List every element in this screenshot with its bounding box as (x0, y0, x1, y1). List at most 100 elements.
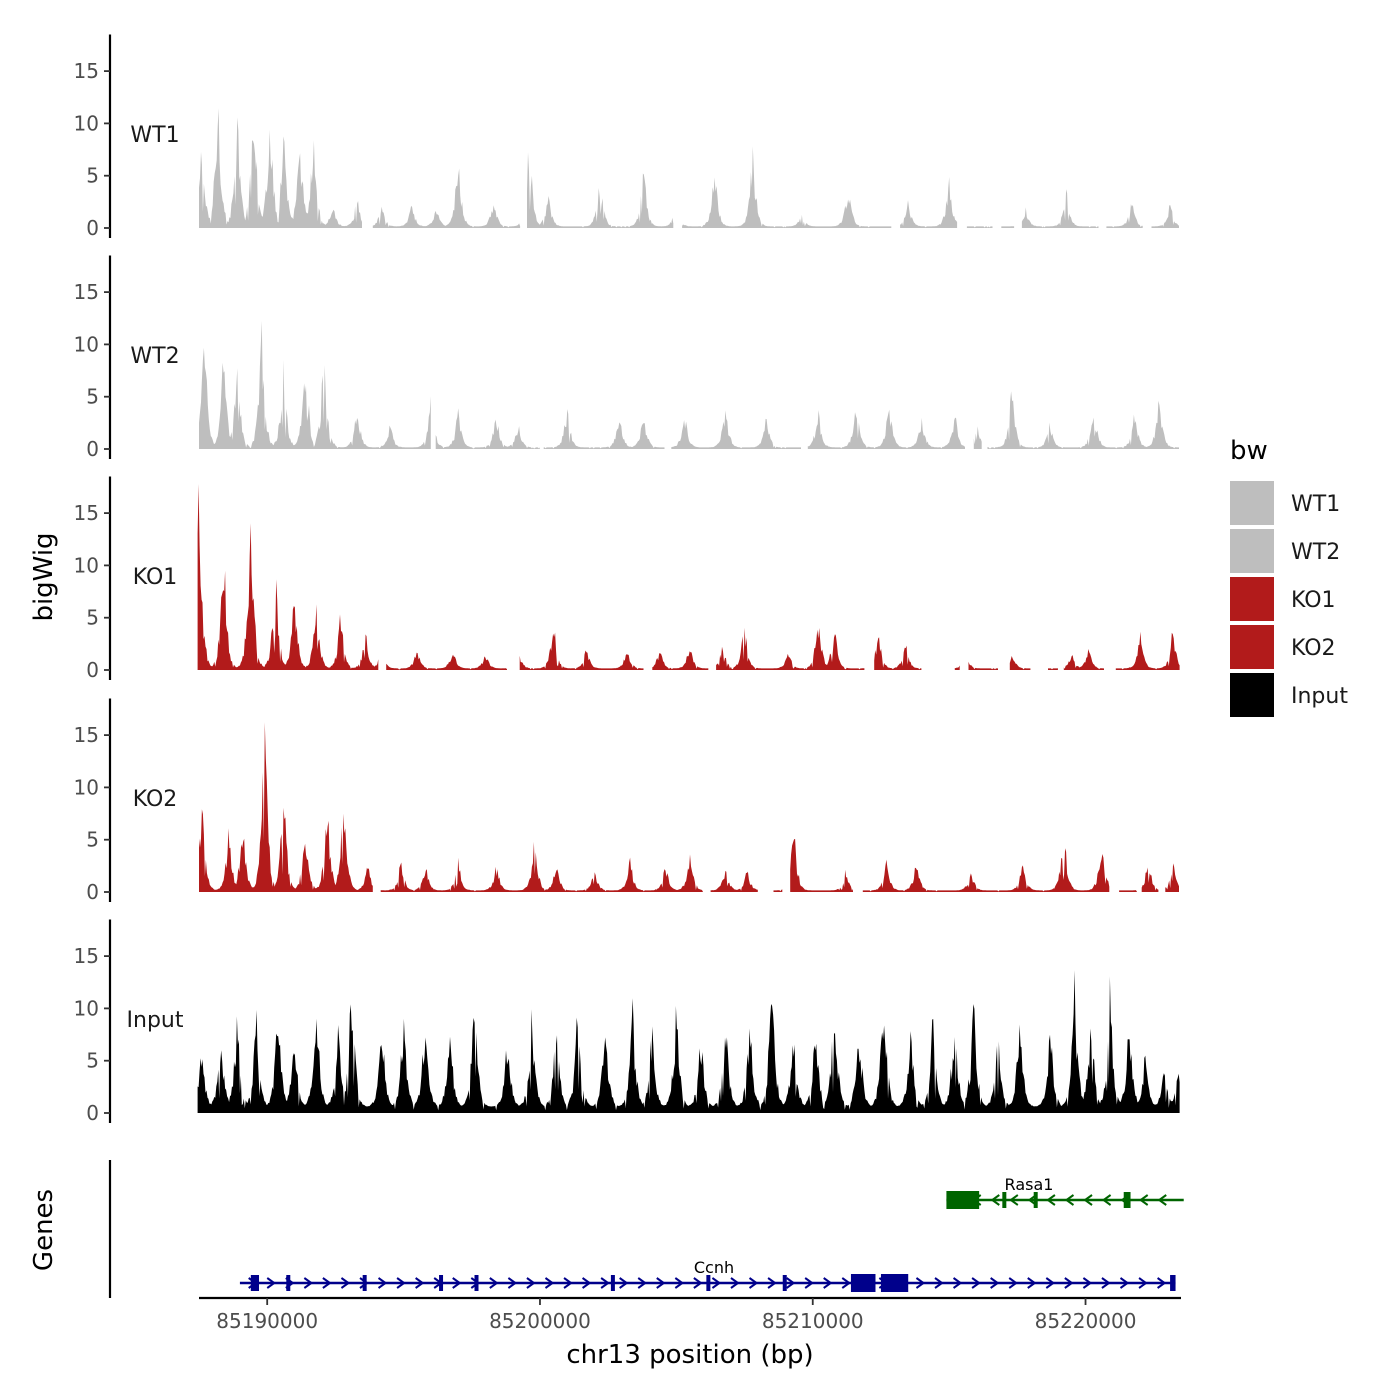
legend-item-ko1: KO1 (1230, 577, 1336, 621)
strand-arrow (452, 1277, 462, 1289)
gene-exon (474, 1275, 479, 1291)
track-wt2: 0 5 10 15 WT2 (74, 255, 1179, 461)
strand-arrow (526, 1277, 536, 1289)
strand-arrow (748, 1277, 759, 1289)
y-tick-label: 15 (74, 280, 99, 304)
signal-area-wt2 (973, 426, 982, 449)
strand-arrow (656, 1277, 666, 1289)
gene-exon (1170, 1275, 1176, 1291)
legend-key (1230, 529, 1274, 573)
x-tick-label: 85220000 (1035, 1309, 1137, 1333)
gene-rasa1: Rasa1 (946, 1175, 1184, 1209)
signal-area-ko2 (710, 870, 758, 892)
strand-arrow (1064, 1277, 1074, 1289)
gene-exon (610, 1275, 615, 1291)
strand-arrow (266, 1277, 276, 1289)
y-tick-label: 10 (74, 332, 99, 356)
y-tick-label: 15 (74, 59, 99, 83)
x-axis-title: chr13 position (bp) (566, 1340, 813, 1370)
y-tick-label: 0 (86, 880, 99, 904)
x-tick-label: 85190000 (216, 1309, 318, 1333)
signal-area-ko1 (1048, 668, 1058, 670)
y-tick-label: 15 (74, 501, 99, 525)
x-tick-label: 85200000 (489, 1309, 591, 1333)
signal-area-wt1 (682, 146, 892, 228)
y-tick-label: 0 (86, 216, 99, 240)
strand-arrow (637, 1277, 647, 1289)
legend-key (1230, 673, 1274, 717)
legend-label: KO1 (1291, 588, 1336, 613)
legend-title: bw (1230, 436, 1268, 466)
signal-area-wt1 (527, 152, 674, 228)
gene-exon (1002, 1192, 1007, 1208)
y-axis-title: bigWig (29, 532, 59, 621)
strand-arrow (600, 1277, 610, 1289)
strand-arrow (322, 1277, 332, 1289)
strand-arrow (1046, 1194, 1056, 1206)
legend-label: WT1 (1291, 492, 1340, 517)
strand-arrow (971, 1277, 981, 1289)
strand-arrow (1064, 1194, 1075, 1206)
y-tick-label: 10 (74, 775, 99, 799)
signal-area-wt2 (807, 409, 965, 449)
strand-arrow (711, 1277, 722, 1289)
signal-area-ko1 (1063, 649, 1104, 670)
strand-arrow (1157, 1277, 1167, 1289)
strand-arrow (507, 1277, 518, 1289)
strand-arrow (1008, 1277, 1018, 1289)
signal-area-ko1 (716, 627, 865, 670)
strand-arrow (693, 1277, 703, 1289)
y-tick-label: 5 (86, 606, 99, 630)
y-tick-label: 10 (74, 553, 99, 577)
legend-item-ko2: KO2 (1230, 625, 1336, 669)
signal-area-wt2 (543, 409, 665, 449)
signal-area-ko1 (197, 484, 379, 670)
strand-arrow (1138, 1194, 1149, 1206)
legend-label: WT2 (1291, 540, 1340, 565)
gene-exon (880, 1274, 909, 1292)
signal-area-wt2 (435, 408, 540, 449)
legend-item-wt2: WT2 (1230, 529, 1340, 573)
signal-area-ko2 (199, 722, 373, 892)
signal-area-ko1 (954, 665, 960, 670)
signal-area-wt1 (372, 168, 521, 228)
legend-key (1230, 577, 1274, 621)
y-tick-label: 15 (74, 723, 99, 747)
gene-exon (946, 1191, 980, 1209)
legend-item-input: Input (1230, 673, 1348, 717)
strand-arrow (377, 1277, 388, 1289)
signal-area-ko1 (968, 661, 998, 670)
y-tick-label: 0 (86, 1101, 99, 1125)
signal-area-ko2 (862, 848, 1110, 892)
track-label: KO2 (133, 787, 178, 812)
gene-exon (782, 1275, 787, 1291)
signal-area-wt2 (199, 320, 431, 449)
gene-exon (250, 1275, 260, 1291)
strand-arrow (841, 1277, 851, 1289)
strand-arrow (581, 1277, 592, 1289)
signal-area-ko2 (790, 839, 853, 892)
signal-area-ko1 (386, 652, 507, 670)
signal-area-ko1 (1115, 631, 1180, 670)
y-tick-label: 5 (86, 164, 99, 188)
signal-area-ko2 (1165, 863, 1179, 892)
track-label: Input (127, 1008, 184, 1033)
signal-area-ko1 (1009, 656, 1031, 670)
x-tick-label: 85210000 (762, 1309, 864, 1333)
signal-area-wt1 (966, 226, 993, 228)
strand-arrow (415, 1277, 425, 1289)
legend: bw WT1 WT2 KO1 KO2 Input (1230, 436, 1348, 717)
track-ko2: 0 5 10 15 KO2 (74, 698, 1179, 904)
y-tick-label: 15 (74, 944, 99, 968)
genes-panel-title: Genes (29, 1189, 59, 1271)
strand-arrow (489, 1277, 499, 1289)
gene-exon (1123, 1192, 1131, 1208)
genes-layer: Rasa1 Ccnh (108, 1160, 1184, 1298)
signal-area-ko2 (1119, 890, 1137, 892)
gene-exon (286, 1275, 291, 1291)
y-tick-label: 10 (74, 111, 99, 135)
signal-area-ko2 (380, 841, 703, 892)
gene-exon (439, 1275, 444, 1291)
strand-arrow (359, 1277, 369, 1289)
